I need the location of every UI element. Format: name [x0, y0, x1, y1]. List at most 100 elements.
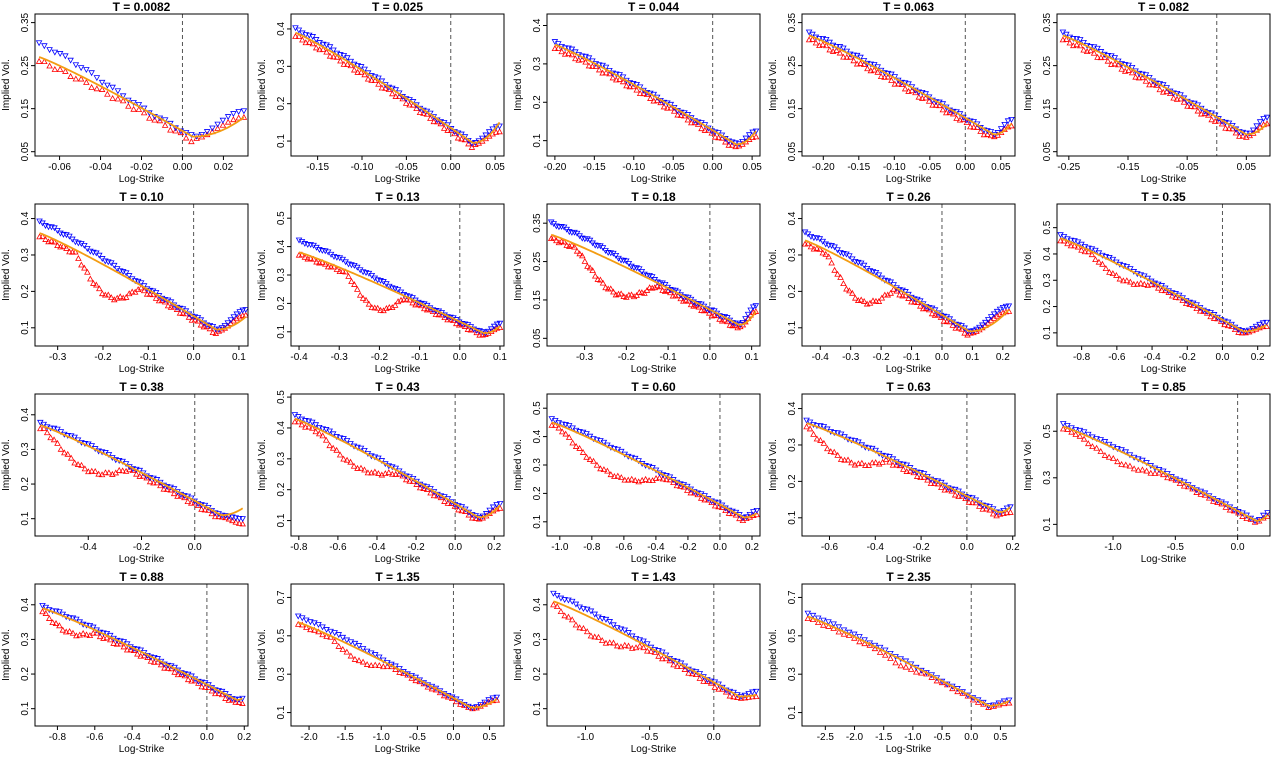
bid-point [619, 78, 627, 85]
bid-point [970, 123, 978, 130]
bid-point [355, 657, 363, 664]
bid-point [816, 245, 824, 252]
x-axis-label: Log-Strike [631, 364, 677, 375]
y-tick-label: 0.2 [787, 284, 798, 298]
y-tick-label: 0.2 [276, 296, 287, 310]
bid-point [962, 495, 969, 502]
bid-point [194, 317, 202, 324]
ask-point [572, 601, 580, 608]
bid-point [1214, 499, 1221, 505]
x-tick-label: 0.0 [453, 352, 467, 363]
chart-panel: T = 0.85 -1.0 -0.5 0.0 0.1 0.3 0.5 Log-Strike Im… [1022, 380, 1274, 568]
bid-point [715, 685, 722, 692]
bid-point [834, 270, 841, 277]
bid-point [628, 291, 635, 298]
plot-frame [546, 203, 761, 347]
ask-point [1005, 303, 1013, 310]
bid-point [826, 46, 833, 53]
y-tick-label: 0.3 [787, 248, 798, 262]
bid-point [692, 671, 700, 678]
ask-point [355, 643, 363, 650]
bid-point [176, 309, 184, 316]
bid-point [72, 75, 80, 82]
y-tick-label: 0.4 [1042, 247, 1053, 261]
x-axis-label: Log-Strike [119, 744, 165, 755]
chart-panel: T = 0.063 -0.20 -0.15 -0.10 -0.05 0.00 0.05 0.0… [767, 0, 1021, 188]
bid-point [222, 695, 229, 701]
bid-point [657, 99, 664, 106]
bid-point [666, 657, 674, 664]
bid-point [607, 471, 615, 478]
data-layer [294, 613, 501, 712]
bid-point [890, 285, 897, 292]
x-tick-label: -0.06 [48, 162, 71, 173]
ask-point [585, 55, 593, 62]
bid-point [843, 285, 850, 292]
x-tick-label: 0.0 [960, 542, 974, 553]
bid-point [130, 647, 138, 653]
y-tick-label: 0.5 [532, 401, 543, 415]
bid-point [643, 286, 651, 293]
bid-point [339, 267, 347, 274]
bid-point [1180, 98, 1188, 105]
x-tick-label: -0.2 [912, 542, 930, 553]
bid-point [74, 461, 82, 467]
bid-point [1172, 293, 1179, 300]
ask-point [135, 102, 143, 108]
y-tick-label: 0.05 [532, 328, 543, 348]
bid-point [651, 284, 659, 291]
bid-point [872, 297, 880, 304]
x-axis-label: Log-Strike [119, 364, 165, 375]
bid-point [171, 668, 178, 675]
ask-point [822, 36, 830, 43]
bid-point [916, 302, 924, 309]
bid-point [1164, 474, 1171, 481]
bid-point [875, 298, 883, 304]
bid-point [853, 60, 861, 67]
bid-point [1146, 81, 1153, 88]
y-tick-label: 0.4 [276, 421, 287, 435]
x-axis-label: Log-Strike [1141, 174, 1187, 185]
data-layer [292, 25, 503, 150]
x-tick-label: 0.05 [485, 162, 505, 173]
bid-point [113, 640, 121, 647]
x-axis-label: Log-Strike [375, 554, 421, 565]
bid-point [160, 485, 168, 492]
bid-point [876, 648, 884, 655]
y-axis-label: Implied Vol. [768, 59, 779, 111]
x-tick-label: -2.0 [846, 732, 864, 743]
ask-point [312, 37, 320, 43]
x-tick-label: 0.05 [742, 162, 762, 173]
ask-point [489, 504, 497, 511]
x-tick-label: -1.5 [337, 732, 355, 743]
bid-point [309, 424, 316, 431]
fitted-curve [551, 421, 758, 519]
chart-svg: T = 0.025 -0.15 -0.10 -0.05 0.00 0.05 0.1 0.2 0.… [257, 0, 505, 185]
bid-point [824, 445, 831, 452]
bid-point [157, 482, 164, 489]
bid-point [804, 615, 812, 622]
ask-point [326, 428, 333, 435]
bid-point [956, 116, 964, 123]
chart-panel: T = 0.43 -0.8 -0.6 -0.4 -0.2 0.0 0.2 0.1 0.2 0.3 0… [256, 380, 510, 568]
bid-point [600, 466, 608, 473]
plot-frame [34, 203, 249, 347]
bid-point [684, 486, 691, 493]
fitted-curve [807, 615, 1010, 707]
bid-point [837, 456, 845, 462]
x-axis-label: Log-Strike [119, 174, 165, 185]
bid-point [610, 288, 617, 295]
bid-point [1204, 111, 1212, 118]
bid-point [361, 466, 368, 473]
ask-point [648, 274, 656, 281]
bid-point [551, 45, 559, 52]
x-tick-label: -0.25 [1057, 162, 1080, 173]
ask-point [363, 648, 371, 655]
bid-point [380, 663, 387, 670]
bid-point [987, 132, 995, 139]
plot-frame [290, 583, 505, 727]
y-tick-label: 0.1 [532, 133, 543, 147]
bid-point [164, 664, 172, 671]
bid-point [208, 687, 216, 694]
bid-point [1101, 451, 1109, 458]
